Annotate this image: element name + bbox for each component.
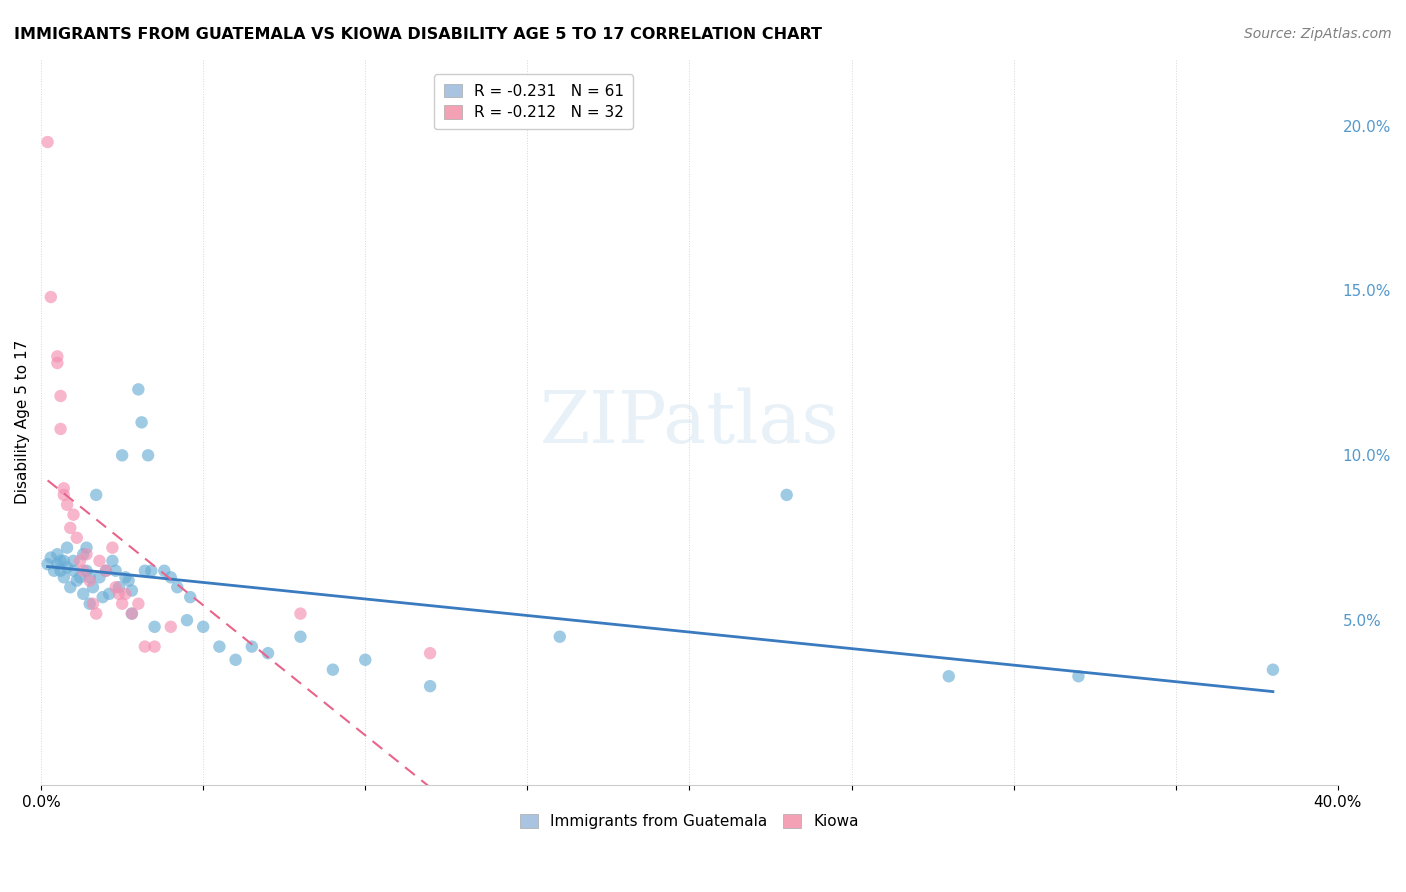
Point	[39, 550, 62, 565]
Point	[108, 580, 131, 594]
Point	[76, 564, 98, 578]
Text: Source: ZipAtlas.com: Source: ZipAtlas.com	[1244, 27, 1392, 41]
Point	[136, 448, 159, 462]
Point	[134, 564, 156, 578]
Point	[62, 508, 84, 522]
Point	[548, 630, 571, 644]
Point	[59, 521, 82, 535]
Point	[776, 488, 799, 502]
Point	[111, 597, 134, 611]
Point	[159, 620, 181, 634]
Y-axis label: Disability Age 5 to 17: Disability Age 5 to 17	[15, 340, 30, 505]
Point	[46, 547, 69, 561]
Point	[176, 613, 198, 627]
Point	[62, 554, 84, 568]
Point	[72, 547, 94, 561]
Point	[1261, 663, 1284, 677]
Point	[108, 587, 131, 601]
Point	[114, 570, 136, 584]
Point	[938, 669, 960, 683]
Point	[104, 564, 127, 578]
Point	[127, 597, 149, 611]
Point	[141, 564, 163, 578]
Point	[1067, 669, 1090, 683]
Point	[49, 422, 72, 436]
Point	[354, 653, 377, 667]
Point	[82, 580, 104, 594]
Point	[121, 583, 143, 598]
Point	[49, 554, 72, 568]
Point	[159, 570, 181, 584]
Point	[114, 587, 136, 601]
Point	[117, 574, 139, 588]
Point	[134, 640, 156, 654]
Point	[240, 640, 263, 654]
Point	[94, 564, 117, 578]
Point	[62, 564, 84, 578]
Point	[193, 620, 215, 634]
Point	[56, 560, 79, 574]
Point	[37, 135, 59, 149]
Point	[72, 564, 94, 578]
Point	[208, 640, 231, 654]
Text: ZIPatlas: ZIPatlas	[540, 387, 839, 458]
Point	[84, 607, 107, 621]
Point	[56, 541, 79, 555]
Legend: Immigrants from Guatemala, Kiowa: Immigrants from Guatemala, Kiowa	[513, 808, 865, 836]
Point	[79, 570, 101, 584]
Point	[49, 564, 72, 578]
Point	[76, 541, 98, 555]
Point	[52, 481, 75, 495]
Point	[39, 290, 62, 304]
Point	[290, 607, 312, 621]
Point	[59, 580, 82, 594]
Point	[143, 620, 166, 634]
Point	[111, 448, 134, 462]
Point	[52, 554, 75, 568]
Point	[69, 570, 91, 584]
Point	[290, 630, 312, 644]
Point	[91, 590, 114, 604]
Point	[179, 590, 201, 604]
Point	[225, 653, 247, 667]
Point	[89, 554, 111, 568]
Text: IMMIGRANTS FROM GUATEMALA VS KIOWA DISABILITY AGE 5 TO 17 CORRELATION CHART: IMMIGRANTS FROM GUATEMALA VS KIOWA DISAB…	[14, 27, 823, 42]
Point	[76, 547, 98, 561]
Point	[66, 531, 89, 545]
Point	[143, 640, 166, 654]
Point	[322, 663, 344, 677]
Point	[46, 356, 69, 370]
Point	[49, 389, 72, 403]
Point	[101, 541, 124, 555]
Point	[127, 383, 149, 397]
Point	[153, 564, 176, 578]
Point	[42, 564, 65, 578]
Point	[66, 574, 89, 588]
Point	[131, 415, 153, 429]
Point	[52, 488, 75, 502]
Point	[101, 554, 124, 568]
Point	[104, 580, 127, 594]
Point	[89, 570, 111, 584]
Point	[419, 679, 441, 693]
Point	[94, 564, 117, 578]
Point	[46, 350, 69, 364]
Point	[82, 597, 104, 611]
Point	[46, 557, 69, 571]
Point	[166, 580, 188, 594]
Point	[98, 587, 121, 601]
Point	[56, 498, 79, 512]
Point	[72, 587, 94, 601]
Point	[37, 557, 59, 571]
Point	[52, 570, 75, 584]
Point	[419, 646, 441, 660]
Point	[79, 597, 101, 611]
Point	[121, 607, 143, 621]
Point	[79, 574, 101, 588]
Point	[84, 488, 107, 502]
Point	[257, 646, 280, 660]
Point	[69, 554, 91, 568]
Point	[121, 607, 143, 621]
